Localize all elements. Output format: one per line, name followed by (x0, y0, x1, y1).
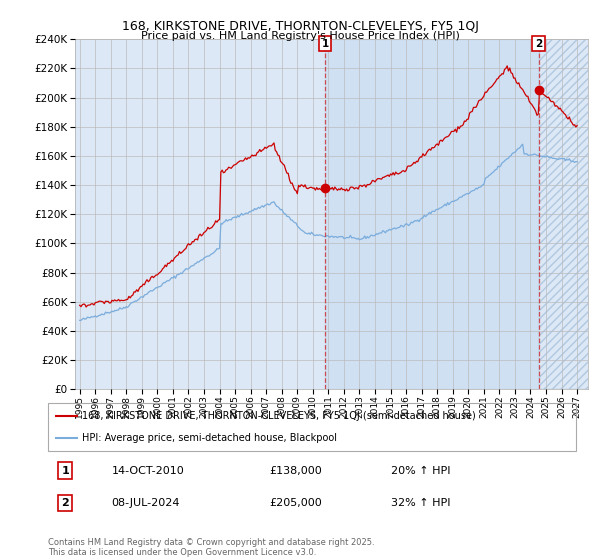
Text: 14-OCT-2010: 14-OCT-2010 (112, 465, 184, 475)
Text: 08-JUL-2024: 08-JUL-2024 (112, 498, 180, 508)
Text: 168, KIRKSTONE DRIVE, THORNTON-CLEVELEYS, FY5 1QJ: 168, KIRKSTONE DRIVE, THORNTON-CLEVELEYS… (122, 20, 478, 32)
Text: 20% ↑ HPI: 20% ↑ HPI (391, 465, 451, 475)
Text: 32% ↑ HPI: 32% ↑ HPI (391, 498, 451, 508)
Text: £138,000: £138,000 (270, 465, 323, 475)
Text: 168, KIRKSTONE DRIVE, THORNTON-CLEVELEYS, FY5 1QJ (semi-detached house): 168, KIRKSTONE DRIVE, THORNTON-CLEVELEYS… (82, 411, 476, 421)
Bar (325, 39, 539, 389)
Text: £205,000: £205,000 (270, 498, 323, 508)
Text: 1: 1 (322, 39, 329, 49)
Text: Price paid vs. HM Land Registry's House Price Index (HPI): Price paid vs. HM Land Registry's House … (140, 31, 460, 41)
Bar (539, 39, 593, 389)
Text: 2: 2 (535, 39, 542, 49)
Text: 2: 2 (61, 498, 69, 508)
Text: HPI: Average price, semi-detached house, Blackpool: HPI: Average price, semi-detached house,… (82, 433, 337, 443)
Text: Contains HM Land Registry data © Crown copyright and database right 2025.
This d: Contains HM Land Registry data © Crown c… (48, 538, 374, 557)
Text: 1: 1 (61, 465, 69, 475)
